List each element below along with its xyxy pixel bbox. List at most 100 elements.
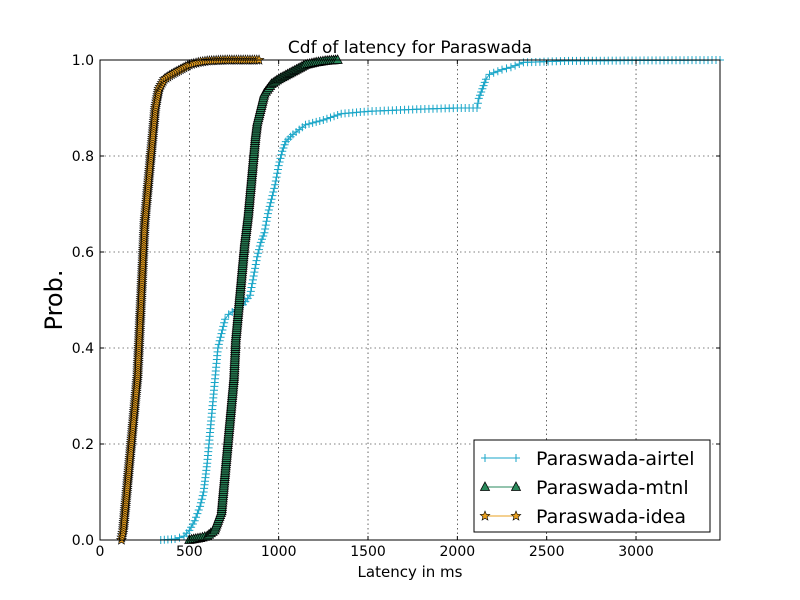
- chart-title: Cdf of latency for Paraswada: [288, 38, 532, 58]
- data-point-plus: [185, 526, 194, 535]
- data-point-plus: [333, 111, 342, 120]
- y-tick-label: 0.8: [72, 149, 94, 165]
- data-point-plus: [515, 60, 524, 68]
- data-point-plus: [248, 279, 257, 288]
- series-paraswada-mtnl: [184, 54, 343, 544]
- data-point-plus: [192, 513, 201, 522]
- data-point-plus: [270, 184, 279, 193]
- data-point-plus: [275, 158, 284, 166]
- data-point-plus: [312, 117, 321, 126]
- data-point-plus: [216, 333, 225, 342]
- data-point-plus: [188, 520, 197, 528]
- x-tick-label: 2000: [440, 544, 476, 560]
- data-point-triangle: [479, 481, 491, 491]
- x-tick-label: 1500: [350, 544, 386, 560]
- legend-label: Paraswada-idea: [536, 506, 686, 528]
- data-point-plus: [251, 264, 260, 273]
- y-tick-label: 0.2: [72, 437, 94, 453]
- data-point-triangle: [332, 54, 343, 64]
- data-point-star: [510, 510, 522, 521]
- data-point-plus: [511, 61, 520, 70]
- data-point-plus: [259, 232, 268, 240]
- data-point-plus: [474, 94, 483, 103]
- grid: [100, 60, 720, 540]
- data-point-triangle: [510, 481, 522, 491]
- series-paraswada-airtel: [156, 56, 724, 544]
- data-point-plus: [255, 245, 264, 254]
- y-tick-label: 1.0: [72, 53, 94, 69]
- legend-box: [473, 439, 711, 533]
- data-point-plus: [198, 491, 207, 500]
- data-point-plus: [253, 252, 262, 261]
- data-point-plus: [249, 272, 258, 280]
- data-point-plus: [215, 336, 224, 345]
- data-point-plus: [322, 114, 331, 123]
- x-tick-label: 2500: [529, 544, 565, 560]
- data-point-plus: [268, 191, 277, 200]
- x-tick-label: 0: [96, 544, 105, 560]
- data-point-plus: [315, 116, 324, 125]
- data-point-plus: [271, 180, 280, 189]
- data-point-plus: [260, 228, 269, 237]
- data-point-plus: [493, 67, 502, 76]
- data-point-plus: [266, 198, 275, 207]
- data-point-plus: [255, 242, 264, 250]
- data-point-plus: [305, 119, 314, 128]
- x-axis-label: Latency in ms: [358, 563, 463, 581]
- data-point-plus: [265, 202, 274, 211]
- y-tick-label: 0.4: [72, 341, 94, 357]
- data-point-plus: [248, 275, 257, 284]
- data-point-plus: [190, 516, 199, 525]
- data-point-plus: [252, 256, 261, 265]
- series-paraswada-idea: [115, 54, 265, 545]
- data-point-plus: [477, 88, 486, 96]
- data-point-plus: [274, 161, 283, 170]
- data-point-plus: [194, 506, 203, 514]
- data-point-plus: [481, 454, 489, 462]
- data-point-plus: [277, 150, 286, 159]
- legend-entry: Paraswada-idea: [479, 506, 686, 528]
- data-point-plus: [273, 165, 282, 174]
- data-point-plus: [308, 118, 317, 127]
- data-point-plus: [193, 509, 202, 518]
- data-point-plus: [271, 176, 280, 185]
- plot-frame: [99, 59, 721, 541]
- data-point-plus: [485, 70, 494, 79]
- data-point-plus: [489, 68, 498, 77]
- data-point-plus: [221, 315, 230, 324]
- legend-label: Paraswada-mtnl: [536, 477, 689, 499]
- data-point-plus: [251, 260, 260, 269]
- y-axis-label: Prob.: [40, 270, 68, 331]
- data-point-plus: [480, 78, 489, 87]
- data-point-plus: [257, 235, 266, 244]
- data-point-plus: [267, 195, 276, 204]
- x-tick-label: 1000: [261, 544, 297, 560]
- data-point-plus: [196, 502, 205, 511]
- data-point-plus: [473, 99, 482, 108]
- data-point-plus: [273, 169, 282, 178]
- data-point-plus: [263, 209, 272, 218]
- data-point-plus: [261, 221, 270, 230]
- data-point-plus: [218, 326, 227, 334]
- data-point-plus: [498, 65, 507, 74]
- data-point-star: [479, 510, 491, 521]
- legend: Paraswada-airtel Paraswada-mtnl Paraswada-…: [473, 439, 711, 533]
- data-point-plus: [506, 63, 515, 72]
- data-point-plus: [276, 154, 285, 163]
- data-point-plus: [479, 81, 488, 90]
- data-point-plus: [247, 283, 256, 292]
- data-point-plus: [512, 454, 520, 462]
- legend-entry: Paraswada-airtel: [481, 448, 695, 470]
- data-point-plus: [269, 188, 278, 196]
- data-point-plus: [481, 75, 490, 84]
- data-point-plus: [326, 113, 335, 122]
- data-point-plus: [197, 495, 206, 504]
- data-point-plus: [171, 535, 180, 544]
- x-tick-label: 500: [176, 544, 203, 560]
- data-point-plus: [264, 206, 273, 214]
- data-point-plus: [196, 498, 205, 507]
- series-layer: [115, 54, 724, 545]
- data-point-plus: [279, 144, 288, 152]
- data-point-plus: [319, 116, 328, 124]
